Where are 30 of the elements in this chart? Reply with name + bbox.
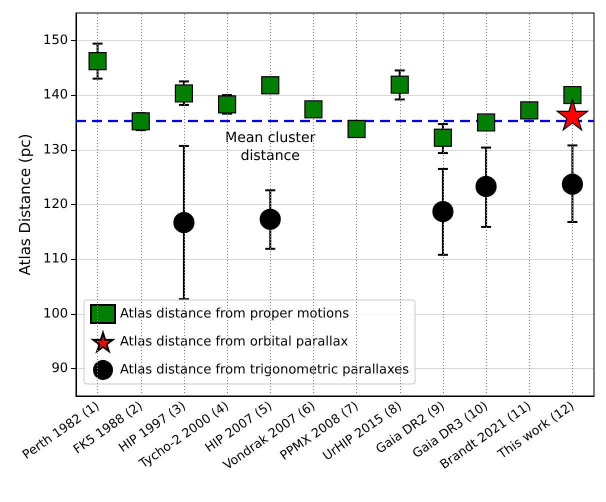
- point: [304, 100, 323, 118]
- point: [173, 212, 195, 234]
- legend-label: Atlas distance from orbital parallax: [120, 334, 349, 350]
- point: [562, 174, 584, 195]
- y-tick-label: 140: [43, 88, 68, 103]
- point: [556, 99, 588, 130]
- point: [476, 176, 497, 198]
- point: [520, 101, 538, 120]
- point: [347, 120, 366, 138]
- y-tick-label: 120: [43, 197, 68, 212]
- y-tick-label: 130: [43, 142, 68, 158]
- point: [88, 52, 107, 70]
- point: [476, 113, 496, 132]
- point: [390, 76, 409, 94]
- point: [563, 86, 582, 104]
- y-axis-title: Atlas Distance (pc): [16, 134, 34, 276]
- point: [261, 76, 280, 94]
- point: [432, 201, 454, 222]
- y-tick-label: 90: [51, 361, 68, 376]
- point: [132, 112, 150, 130]
- point: [174, 84, 194, 103]
- legend-label: Atlas distance from proper motions: [120, 306, 350, 322]
- point: [434, 128, 452, 147]
- legend-label: Atlas distance from trigonometric parallaxes: [120, 362, 410, 378]
- ref-line-label: Mean cluster distance: [225, 130, 316, 164]
- point: [260, 208, 281, 230]
- y-tick-label: 150: [43, 32, 68, 48]
- y-tick-label: 100: [43, 306, 68, 322]
- y-tick-label: 110: [43, 252, 68, 267]
- point: [218, 95, 236, 114]
